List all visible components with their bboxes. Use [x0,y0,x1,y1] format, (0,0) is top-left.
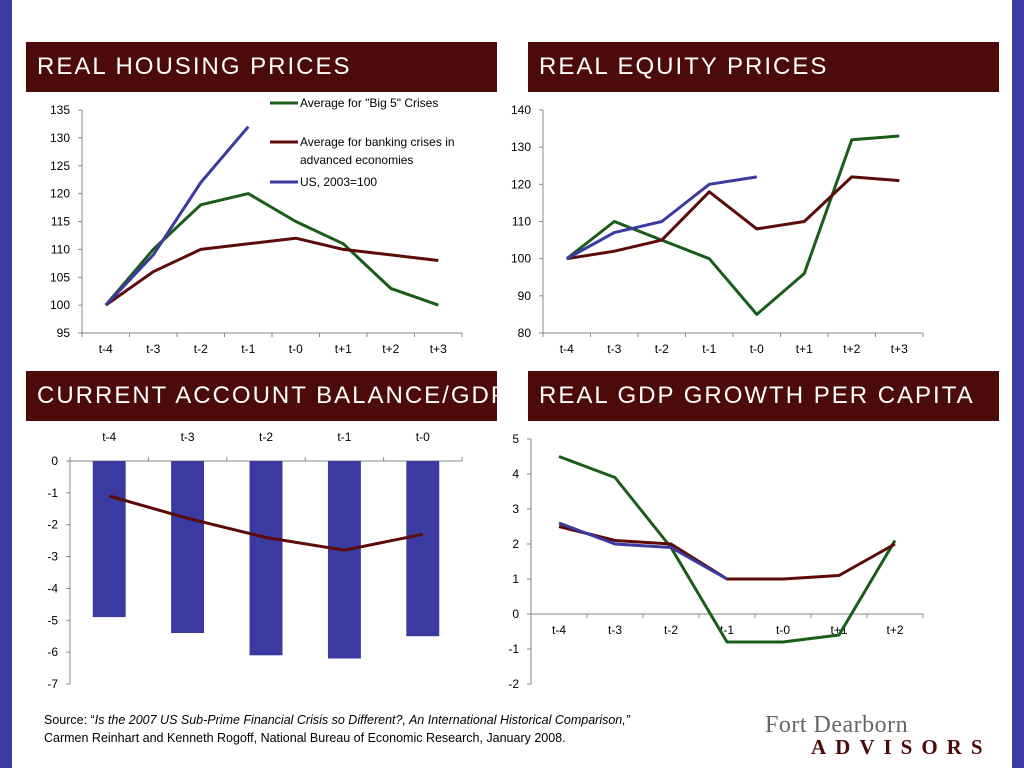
source-prefix: Source: “ [44,713,95,727]
logo-line-1: Fort Dearborn [765,712,909,738]
equity-y-tick-label: 110 [512,215,531,229]
gdp-x-tick-label: t-4 [552,623,566,637]
gdp-y-tick-label: 5 [512,432,519,446]
equity-x-tick-label: t-2 [655,342,669,356]
legend-entry: Average for banking crises in advanced ec… [300,135,455,167]
legend-entry-line: Average for banking crises in [300,135,455,149]
housing-x-tick-label: t-2 [194,342,208,356]
current_account-y-tick-label: -5 [47,613,58,627]
equity-x-tick-label: t-3 [607,342,621,356]
legend-entry-line: advanced economies [300,153,413,167]
current_account-x-tick-label: t-4 [102,430,116,444]
left-frame-bar [0,0,12,768]
equity-y-tick-label: 120 [511,177,531,191]
equity-series-line-1 [566,175,900,261]
housing-y-tick-label: 125 [50,159,70,173]
equity-x-tick-label: t-1 [702,342,716,356]
current_account-bar [406,461,440,637]
current_account-bar [327,461,361,659]
equity-y-tick-label: 90 [518,289,532,303]
equity-y-tick-label: 100 [511,252,531,266]
equity-series-line-0 [565,134,900,316]
current_account-y-tick-label: -3 [47,550,58,564]
equity-y-tick-label: 130 [511,140,531,154]
legend-entry: Average for "Big 5" Crises [300,96,438,110]
equity-x-tick-label: t-0 [750,342,764,356]
current_account-y-tick-label: -2 [47,518,58,532]
equity-panel-title: REAL EQUITY PRICES [528,42,999,92]
housing-panel-title: REAL HOUSING PRICES [26,42,497,92]
current_account-x-tick-label: t-1 [337,430,351,444]
equity-x-tick-label: t+1 [796,342,813,356]
housing-x-tick-label: t+3 [430,342,447,356]
gdp-x-tick-label: t-0 [776,623,790,637]
gdp-y-tick-label: 2 [512,537,519,551]
housing-x-tick-label: t-4 [99,342,113,356]
equity-x-tick-label: t-4 [560,342,574,356]
equity-y-tick-label: 80 [518,326,532,340]
gdp-y-tick-label: 4 [512,467,519,481]
current-account-panel-title: CURRENT ACCOUNT BALANCE/GDP [26,371,497,421]
gdp-y-tick-label: -2 [508,677,519,691]
current_account-y-tick-label: -6 [47,645,58,659]
right-frame-bar [1012,0,1024,768]
source-title: Is the 2007 US Sub-Prime Financial Crisi… [94,713,630,727]
housing-y-tick-label: 105 [50,270,70,284]
gdp-series-line-2 [558,521,728,581]
housing-y-tick-label: 110 [51,242,70,256]
logo-line-2: ADVISORS [811,735,992,759]
source-citation: Source: “Is the 2007 US Sub-Prime Financ… [44,711,744,747]
housing-x-tick-label: t+1 [335,342,352,356]
gdp-series-line-1 [558,525,896,581]
current_account-series-line-1 [108,494,424,552]
equity-y-tick-label: 140 [511,103,531,117]
gdp-y-tick-label: -1 [508,642,519,656]
housing-y-tick-label: 135 [50,103,70,117]
housing-y-tick-label: 130 [50,131,70,145]
gdp-panel-title: REAL GDP GROWTH PER CAPITA [528,371,999,421]
housing-y-tick-label: 120 [50,187,70,201]
gdp-x-tick-label: t-2 [664,623,678,637]
gdp-y-tick-label: 3 [512,502,519,516]
source-authors: Carmen Reinhart and Kenneth Rogoff, Nati… [44,731,566,745]
legend-entry: US, 2003=100 [300,175,377,189]
housing-x-tick-label: t-0 [289,342,303,356]
gdp-series-line-0 [558,455,897,644]
current_account-y-tick-label: -1 [47,486,58,500]
housing-y-tick-label: 95 [57,326,71,340]
equity-series-line-2 [566,175,758,261]
current_account-y-tick-label: -4 [47,581,58,595]
housing-series-line-1 [104,236,439,307]
current_account-x-tick-label: t-3 [181,430,195,444]
fort-dearborn-logo: Fort Dearborn ADVISORS [765,712,995,760]
current_account-x-tick-label: t-2 [259,430,273,444]
gdp-y-tick-label: 1 [512,572,519,586]
gdp-x-tick-label: t-3 [608,623,622,637]
housing-x-tick-label: t-1 [241,342,255,356]
housing-y-tick-label: 100 [50,298,70,312]
housing-x-tick-label: t+2 [382,342,399,356]
housing-x-tick-label: t-3 [146,342,160,356]
current_account-y-tick-label: 0 [51,454,58,468]
current_account-bar [171,461,205,634]
current_account-bar [92,461,126,618]
equity-x-tick-label: t+3 [891,342,908,356]
current_account-y-tick-label: -7 [47,677,58,691]
gdp-x-tick-label: t+2 [886,623,903,637]
gdp-y-tick-label: 0 [512,607,519,621]
current_account-x-tick-label: t-0 [416,430,430,444]
current_account-bar [249,461,283,656]
equity-x-tick-label: t+2 [843,342,860,356]
housing-series-line-2 [104,125,250,307]
housing-y-tick-label: 115 [51,215,70,229]
